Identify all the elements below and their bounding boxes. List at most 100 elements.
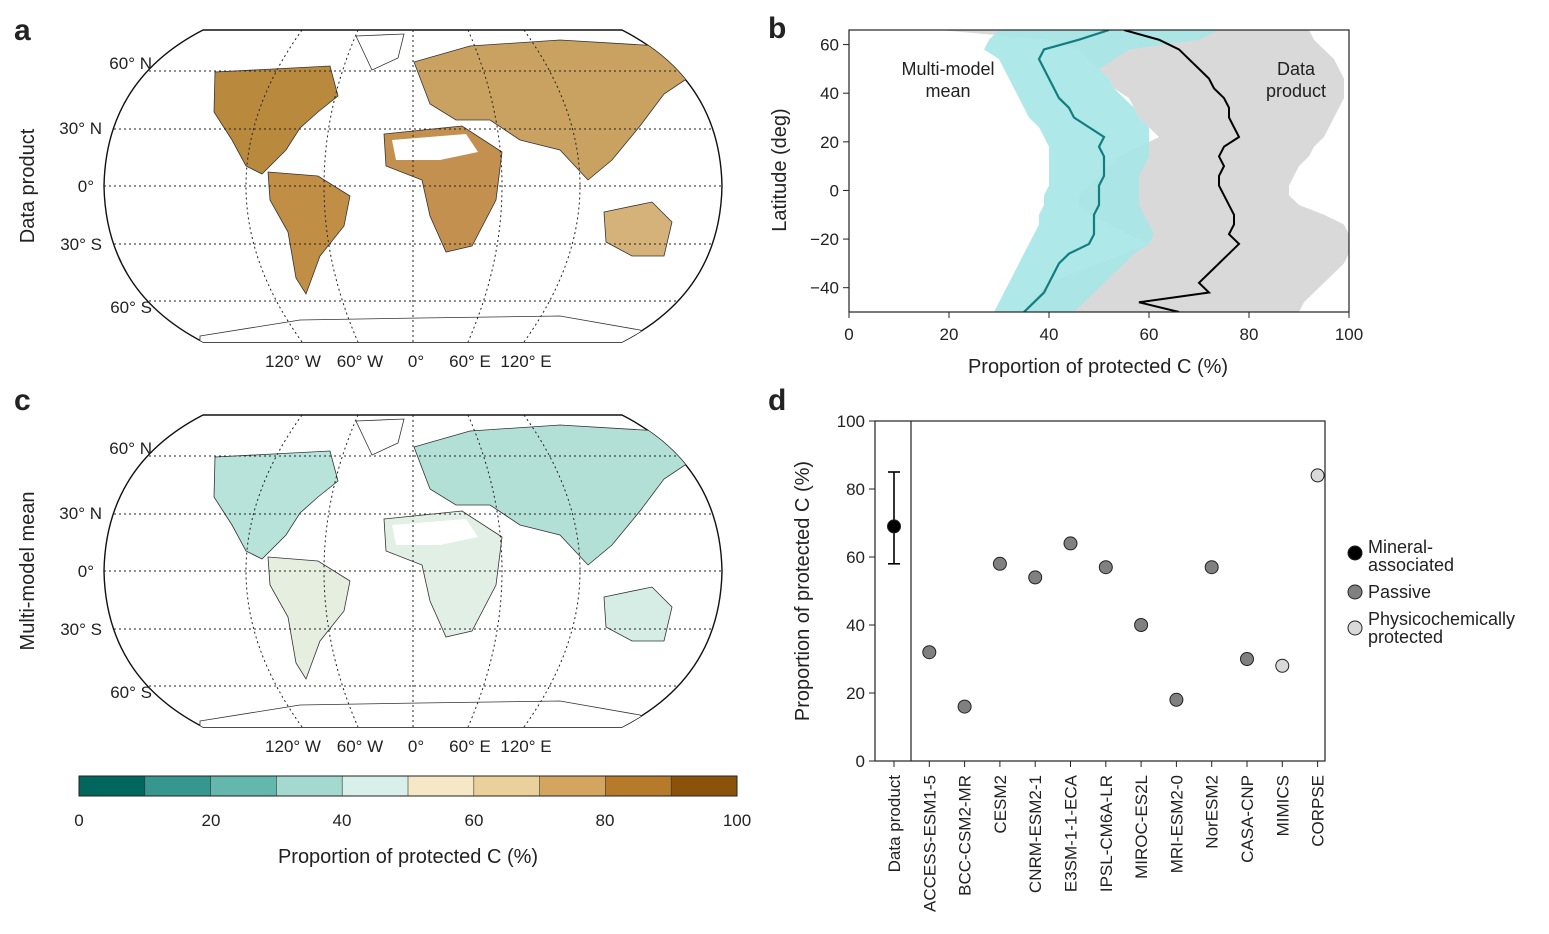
- lat-label: 60° S: [110, 683, 152, 702]
- panel-b-plot-frame: [848, 29, 1350, 313]
- data-point: [1204, 560, 1219, 575]
- lon-label: 120° E: [500, 352, 551, 371]
- data-point: [1028, 570, 1043, 585]
- panel-a-row-label: Data product: [17, 128, 39, 243]
- legend-marker-passive: [1347, 584, 1363, 600]
- continent-antarctica: [199, 315, 662, 342]
- y-tick-label: 0: [856, 752, 865, 771]
- panel-d-chart: d Proportion of protected C (%) 0 20 40 60 8…: [768, 385, 1515, 912]
- map-c-lat-labels: 60° N 30° N 0° 30° S 60° S: [59, 439, 152, 702]
- panel-d-legend: Mineral-associated Passive Physicochemic…: [1347, 537, 1515, 647]
- panel-c-letter: c: [14, 385, 31, 417]
- lat-label: 30° S: [60, 620, 102, 639]
- y-tick-label: 20: [820, 133, 839, 152]
- category-label: CNRM-ESM2-1: [1026, 775, 1045, 893]
- data-product-annotation: Data: [1277, 59, 1316, 79]
- y-tick-label: 60: [820, 36, 839, 55]
- colorbar-swatch: [671, 776, 738, 796]
- data-product-line: [1123, 30, 1241, 312]
- legend-label-physico: Physicochemically protected: [1368, 609, 1515, 647]
- lon-label: 120° E: [500, 737, 551, 756]
- x-tick-label: 0: [844, 325, 853, 344]
- panel-d-letter: d: [768, 385, 786, 417]
- panel-c-map: c Multi-model mean 60° N 30° N 0° 30° S: [14, 385, 723, 756]
- x-tick-label: 100: [1335, 325, 1363, 344]
- category-label: MIMICS: [1273, 775, 1292, 836]
- continent-antarctica: [199, 700, 662, 727]
- continent-greenland: [355, 33, 405, 71]
- panel-c-row-label: Multi-model mean: [17, 492, 39, 651]
- multi-model-mean-annotation: mean: [925, 81, 970, 101]
- lon-label: 0°: [408, 737, 424, 756]
- colorbar-swatch: [210, 776, 277, 796]
- colorbar-swatch: [408, 776, 475, 796]
- lon-label: 0°: [408, 352, 424, 371]
- legend-marker-physico: [1347, 620, 1363, 636]
- y-tick-label: 40: [820, 84, 839, 103]
- panel-d-y-axis-label: Proportion of protected C (%): [792, 461, 814, 721]
- panel-d-plot-frame: [874, 420, 1326, 762]
- colorbar-tick-label: 40: [333, 811, 352, 830]
- colorbar-swatch: [276, 776, 343, 796]
- category-label: MRI-ESM2-0: [1167, 775, 1186, 873]
- colorbar-outline: [78, 775, 738, 797]
- panel-b-letter: b: [768, 12, 786, 45]
- continent-greenland: [355, 418, 405, 456]
- data-point: [1240, 652, 1254, 666]
- colorbar-ticks: 0 20 40 60 80 100: [74, 811, 751, 830]
- y-tick-label: 40: [846, 616, 865, 635]
- panel-d-marks: 0 20 40 60 80 100 Data product ACCESS-ESM1-5 BCC…: [837, 412, 1328, 912]
- category-label: CORPSE: [1309, 775, 1328, 847]
- x-tick-label: 20: [940, 325, 959, 344]
- colorbar-swatch: [342, 776, 409, 796]
- y-tick-label: −20: [810, 230, 839, 249]
- legend-label-passive: Passive: [1368, 582, 1431, 602]
- legend-label-mineral: Mineral-associated: [1368, 537, 1454, 575]
- lon-label: 60° W: [337, 737, 383, 756]
- y-tick-label: 100: [837, 412, 865, 431]
- y-tick-label: 60: [846, 548, 865, 567]
- colorbar-swatch: [144, 776, 212, 796]
- category-label: Data product: [885, 775, 904, 873]
- data-point: [957, 699, 972, 714]
- data-point: [1098, 560, 1113, 575]
- map-a-lat-labels: 60° N 30° N 0° 30° S 60° S: [59, 54, 152, 317]
- continent-north-america: [213, 450, 339, 560]
- colorbar-title: Proportion of protected C (%): [278, 846, 538, 868]
- lat-label: 60° S: [110, 298, 152, 317]
- category-label: IPSL-CM6A-LR: [1097, 775, 1116, 892]
- category-label: MIROC-ES2L: [1132, 775, 1151, 879]
- y-tick-label: 20: [846, 684, 865, 703]
- y-tick-label: −40: [810, 279, 839, 298]
- colorbar-tick-label: 20: [202, 811, 221, 830]
- lon-label: 60° W: [337, 352, 383, 371]
- panel-b-x-axis-label: Proportion of protected C (%): [968, 356, 1228, 378]
- colorbar-swatch: [79, 776, 146, 796]
- map-c-lon-labels: 120° W 60° W 0° 60° E 120° E: [265, 737, 552, 756]
- lat-label: 0°: [78, 177, 94, 196]
- data-point: [1310, 468, 1325, 483]
- panel-a-map: a Data product 60° N 30° N 0° 30° S: [14, 14, 723, 371]
- category-label: CASA-CNP: [1238, 775, 1257, 863]
- x-tick-label: 40: [1040, 325, 1059, 344]
- lat-label: 60° N: [109, 54, 152, 73]
- category-label: E3SM-1-1-ECA: [1062, 774, 1081, 892]
- data-product-annotation: product: [1266, 81, 1326, 101]
- x-tick-label: 80: [1240, 325, 1259, 344]
- panel-b-ticks: 0 20 40 60 80 100 60 40 20 0 −20 −40: [810, 36, 1363, 344]
- colorbar-tick-label: 100: [723, 811, 751, 830]
- data-point: [922, 645, 937, 660]
- data-point: [887, 519, 901, 534]
- lon-label: 60° E: [449, 737, 491, 756]
- colorbar: 0 20 40 60 80 100 Proportion of protecte…: [74, 775, 751, 868]
- legend-marker-mineral: [1347, 545, 1363, 561]
- data-product-range-band: [939, 30, 1349, 312]
- data-point: [1063, 536, 1078, 551]
- category-label: BCC-CSM2-MR: [956, 775, 975, 896]
- lat-label: 30° N: [59, 119, 102, 138]
- continent-australia: [603, 586, 673, 642]
- lon-label: 60° E: [449, 352, 491, 371]
- continent-eurasia: [413, 424, 701, 566]
- data-point: [1169, 692, 1184, 707]
- panel-b-chart: b 0 20 40 60 80 100 60 40 20 0 −20 −40 Proportion o…: [768, 12, 1363, 378]
